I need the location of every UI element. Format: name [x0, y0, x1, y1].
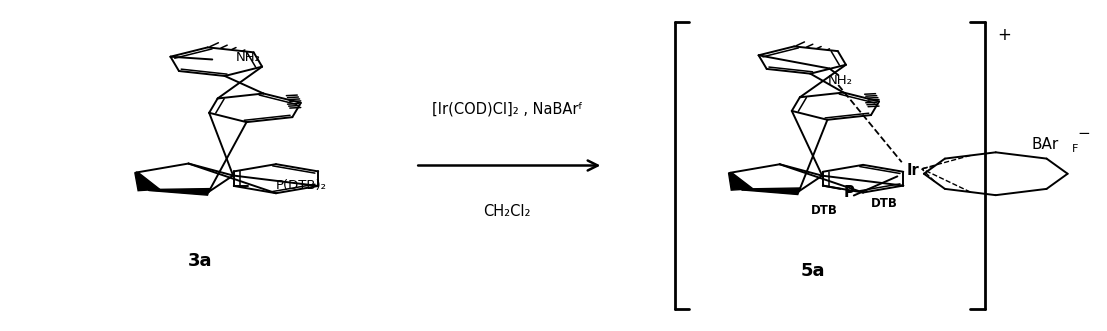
- Text: BAr: BAr: [1032, 137, 1059, 152]
- Text: P(DTB)₂: P(DTB)₂: [276, 179, 327, 192]
- Text: DTB: DTB: [871, 197, 898, 210]
- Text: Ir: Ir: [907, 163, 919, 178]
- Polygon shape: [135, 172, 159, 191]
- Text: DTB: DTB: [810, 204, 837, 217]
- Text: +: +: [997, 26, 1012, 44]
- Text: CH₂Cl₂: CH₂Cl₂: [484, 204, 531, 219]
- Text: P: P: [844, 185, 855, 200]
- Text: [Ir(COD)Cl]₂ , NaBArᶠ: [Ir(COD)Cl]₂ , NaBArᶠ: [432, 102, 582, 117]
- Text: 5a: 5a: [801, 262, 826, 280]
- Polygon shape: [742, 188, 800, 195]
- Text: NH₂: NH₂: [828, 74, 852, 87]
- Polygon shape: [728, 173, 753, 190]
- Text: 3a: 3a: [187, 252, 211, 270]
- Text: −: −: [1078, 126, 1090, 141]
- Polygon shape: [148, 189, 210, 195]
- Text: F: F: [1073, 144, 1078, 154]
- Text: NH₂: NH₂: [236, 51, 261, 64]
